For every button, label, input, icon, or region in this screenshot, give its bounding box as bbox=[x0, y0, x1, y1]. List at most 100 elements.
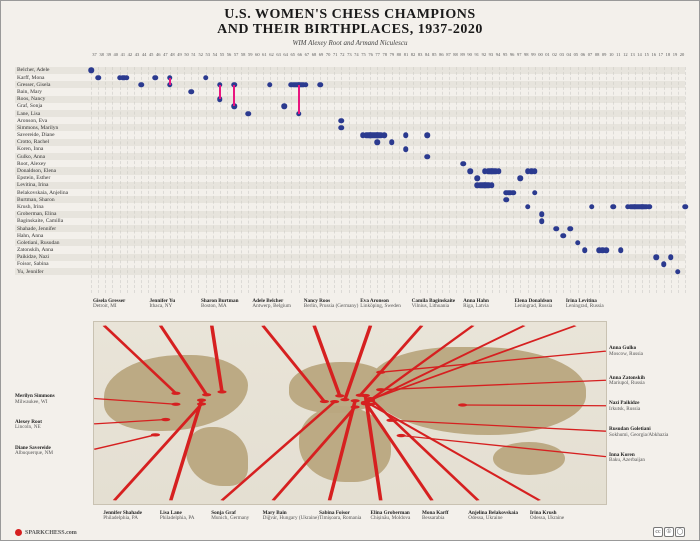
player-row: Yu, Jennifer bbox=[15, 268, 685, 275]
year-tick: 64 bbox=[282, 53, 289, 58]
champion-dot bbox=[375, 140, 381, 146]
year-tick: 14 bbox=[636, 53, 643, 58]
player-track bbox=[91, 153, 685, 160]
year-tick: 41 bbox=[119, 53, 126, 58]
champion-dot bbox=[468, 168, 474, 174]
player-track bbox=[91, 110, 685, 117]
champion-dot bbox=[632, 204, 638, 210]
champion-dot bbox=[317, 82, 323, 88]
player-name: Donaldson, Elena bbox=[15, 168, 91, 174]
player-track bbox=[91, 167, 685, 174]
player-name: Levitina, Irina bbox=[15, 182, 91, 188]
world-map bbox=[93, 321, 607, 505]
player-name: Bain, Mary bbox=[15, 89, 91, 95]
champion-dot bbox=[568, 226, 574, 232]
year-tick: 44 bbox=[141, 53, 148, 58]
year-axis: 3738394041424344454647484950515253545556… bbox=[91, 53, 685, 58]
player-name: Baginskaite, Camilla bbox=[15, 218, 91, 224]
year-tick: 92 bbox=[480, 53, 487, 58]
champion-dot bbox=[375, 132, 381, 138]
champion-dot bbox=[553, 226, 559, 232]
year-tick: 07 bbox=[586, 53, 593, 58]
title-line-2: AND THEIR BIRTHPLACES, 1937-2020 bbox=[217, 22, 483, 37]
player-row: Graf, Sonja bbox=[15, 103, 685, 110]
year-tick: 38 bbox=[98, 53, 105, 58]
player-name: Yu, Jennifer bbox=[15, 269, 91, 275]
player-track bbox=[91, 131, 685, 138]
year-tick: 85 bbox=[431, 53, 438, 58]
player-track bbox=[91, 189, 685, 196]
leader-line bbox=[370, 404, 539, 500]
birthplace-label: Irina KrushOdessa, Ukraine bbox=[530, 511, 564, 522]
year-tick: 51 bbox=[190, 53, 197, 58]
year-tick: 17 bbox=[657, 53, 664, 58]
champion-dot bbox=[482, 168, 488, 174]
player-name: Krush, Irina bbox=[15, 204, 91, 210]
player-name: Groberman, Elina bbox=[15, 211, 91, 217]
title-line-1: U.S. WOMEN'S CHESS CHAMPIONS bbox=[224, 7, 475, 22]
birthplace-label: Irina LevitinaLeningrad, Russia bbox=[566, 299, 604, 310]
tie-line bbox=[298, 85, 300, 114]
year-tick: 82 bbox=[410, 53, 417, 58]
year-tick: 48 bbox=[169, 53, 176, 58]
player-track bbox=[91, 268, 685, 275]
champion-dot bbox=[525, 168, 531, 174]
player-track bbox=[91, 196, 685, 203]
year-tick: 77 bbox=[374, 53, 381, 58]
champion-dot bbox=[95, 75, 101, 81]
year-tick: 88 bbox=[452, 53, 459, 58]
year-tick: 71 bbox=[332, 53, 339, 58]
year-tick: 96 bbox=[509, 53, 516, 58]
champion-dot bbox=[403, 132, 409, 138]
champion-dot bbox=[153, 75, 159, 81]
timeline-rows: Belcher, AdeleKarff, MonaGresser, Gisela… bbox=[15, 67, 685, 293]
player-row: Levitina, Irina bbox=[15, 182, 685, 189]
year-tick: 63 bbox=[275, 53, 282, 58]
year-tick: 39 bbox=[105, 53, 112, 58]
champion-dot bbox=[496, 168, 502, 174]
player-name: Paikidze, Nazi bbox=[15, 254, 91, 260]
leader-line bbox=[330, 401, 356, 501]
year-tick: 47 bbox=[162, 53, 169, 58]
tie-line bbox=[233, 85, 235, 107]
year-tick: 04 bbox=[565, 53, 572, 58]
champion-dot bbox=[460, 161, 466, 167]
birthplace-label: Nazi PaikidzeIrkutsk, Russia bbox=[609, 401, 640, 412]
player-track bbox=[91, 182, 685, 189]
leader-line bbox=[391, 420, 606, 431]
champion-dot bbox=[675, 269, 681, 275]
leader-line bbox=[314, 325, 340, 395]
year-tick: 15 bbox=[643, 53, 650, 58]
champion-dot bbox=[661, 262, 667, 268]
player-row: Hahn, Anna bbox=[15, 232, 685, 239]
leader-line bbox=[365, 402, 432, 500]
player-row: Epstein, Esther bbox=[15, 175, 685, 182]
player-name: Karff, Mona bbox=[15, 75, 91, 81]
player-track bbox=[91, 146, 685, 153]
champion-dot bbox=[188, 89, 194, 95]
logo-icon bbox=[15, 529, 22, 536]
header: U.S. WOMEN'S CHESS CHAMPIONS AND THEIR B… bbox=[1, 1, 699, 49]
cc-badge: ① bbox=[664, 527, 674, 537]
year-tick: 06 bbox=[579, 53, 586, 58]
champion-dot bbox=[503, 197, 509, 203]
leader-line bbox=[94, 398, 176, 404]
birthplace-label: Anjelina BelakovskaiaOdessa, Ukraine bbox=[468, 511, 518, 522]
player-track bbox=[91, 74, 685, 81]
year-tick: 95 bbox=[502, 53, 509, 58]
champion-dot bbox=[575, 240, 581, 246]
birthplace-label: Merilyn SimmonsMilwaukee, WI bbox=[15, 394, 55, 405]
player-name: Zatonskih, Anna bbox=[15, 247, 91, 253]
player-name: Gresser, Gisela bbox=[15, 82, 91, 88]
player-track bbox=[91, 175, 685, 182]
title: U.S. WOMEN'S CHESS CHAMPIONS AND THEIR B… bbox=[1, 7, 699, 38]
birthplace-label: Gisela GresserDetroit, MI bbox=[93, 299, 125, 310]
player-name: Crotto, Rachel bbox=[15, 139, 91, 145]
champion-dot bbox=[425, 154, 431, 160]
champion-dot bbox=[425, 132, 431, 138]
player-row: Goletiani, Rusudan bbox=[15, 239, 685, 246]
year-tick: 12 bbox=[622, 53, 629, 58]
tie-line bbox=[169, 78, 171, 85]
champion-dot bbox=[489, 183, 495, 189]
leader-line bbox=[94, 435, 155, 450]
